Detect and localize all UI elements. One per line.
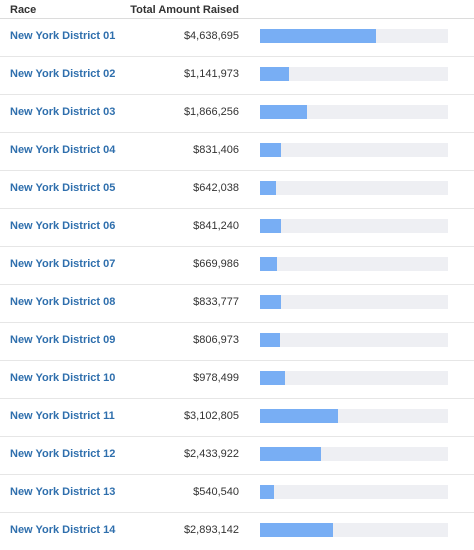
amount-bar-track	[260, 295, 448, 309]
table-header: Race Total Amount Raised	[0, 0, 474, 19]
table-row: New York District 02 $1,141,973	[0, 57, 474, 95]
race-link[interactable]: New York District 06	[10, 220, 116, 232]
race-link[interactable]: New York District 09	[10, 334, 116, 346]
table-row: New York District 12 $2,433,922	[0, 437, 474, 475]
amount-value: $4,638,695	[183, 30, 239, 42]
race-link[interactable]: New York District 12	[10, 448, 116, 460]
table-row: New York District 01 $4,638,695	[0, 19, 474, 57]
amount-bar-track	[260, 371, 448, 385]
amount-bar-track	[260, 181, 448, 195]
race-link[interactable]: New York District 03	[10, 106, 116, 118]
race-link[interactable]: New York District 01	[10, 30, 116, 42]
amount-bar-track	[260, 143, 448, 157]
race-link[interactable]: New York District 05	[10, 182, 116, 194]
amount-value: $669,986	[193, 258, 239, 270]
amount-value: $1,141,973	[183, 68, 239, 80]
table-row: New York District 09 $806,973	[0, 323, 474, 361]
amount-column-header[interactable]: Total Amount Raised	[130, 4, 239, 16]
table-row: New York District 03 $1,866,256	[0, 95, 474, 133]
amount-bar-track	[260, 523, 448, 537]
race-link[interactable]: New York District 10	[10, 372, 116, 384]
table-row: New York District 08 $833,777	[0, 285, 474, 323]
amount-value: $841,240	[193, 220, 239, 232]
amount-bar-track	[260, 67, 448, 81]
amount-value: $831,406	[193, 144, 239, 156]
table-row: New York District 07 $669,986	[0, 247, 474, 285]
table-row: New York District 14 $2,893,142	[0, 513, 474, 550]
amount-bar-track	[260, 219, 448, 233]
race-column-header[interactable]: Race	[10, 4, 37, 16]
race-link[interactable]: New York District 11	[10, 410, 115, 422]
amount-bar-fill	[260, 143, 281, 157]
amount-bar-fill	[260, 105, 307, 119]
table-body: New York District 01 $4,638,695 New York D…	[0, 19, 474, 550]
amount-bar-fill	[260, 485, 274, 499]
amount-bar-fill	[260, 523, 333, 537]
amount-value: $540,540	[193, 486, 239, 498]
amount-bar-track	[260, 409, 448, 423]
amount-value: $642,038	[193, 182, 239, 194]
table-row: New York District 13 $540,540	[0, 475, 474, 513]
table-row: New York District 05 $642,038	[0, 171, 474, 209]
amount-bar-track	[260, 29, 448, 43]
amount-bar-fill	[260, 409, 338, 423]
amount-value: $978,499	[193, 372, 239, 384]
table-row: New York District 10 $978,499	[0, 361, 474, 399]
amount-bar-fill	[260, 295, 281, 309]
amount-value: $3,102,805	[183, 410, 239, 422]
amount-bar-fill	[260, 371, 285, 385]
race-link[interactable]: New York District 13	[10, 486, 116, 498]
amount-bar-fill	[260, 29, 377, 43]
amount-bar-track	[260, 105, 448, 119]
amount-bar-fill	[260, 447, 321, 461]
amount-bar-fill	[260, 219, 282, 233]
amount-value: $2,433,922	[183, 448, 239, 460]
table-row: New York District 04 $831,406	[0, 133, 474, 171]
amount-bar-track	[260, 257, 448, 271]
amount-bar-fill	[260, 333, 281, 347]
amount-value: $2,893,142	[183, 524, 239, 536]
amount-bar-track	[260, 333, 448, 347]
table-row: New York District 06 $841,240	[0, 209, 474, 247]
race-link[interactable]: New York District 02	[10, 68, 116, 80]
race-link[interactable]: New York District 04	[10, 144, 116, 156]
race-link[interactable]: New York District 14	[10, 524, 116, 536]
amount-value: $1,866,256	[183, 106, 239, 118]
amount-value: $806,973	[193, 334, 239, 346]
amount-bar-fill	[260, 257, 277, 271]
amount-bar-fill	[260, 67, 289, 81]
amount-bar-track	[260, 485, 448, 499]
amount-bar-track	[260, 447, 448, 461]
table-row: New York District 11 $3,102,805	[0, 399, 474, 437]
race-link[interactable]: New York District 08	[10, 296, 116, 308]
amount-bar-fill	[260, 181, 277, 195]
race-link[interactable]: New York District 07	[10, 258, 116, 270]
amount-value: $833,777	[193, 296, 239, 308]
